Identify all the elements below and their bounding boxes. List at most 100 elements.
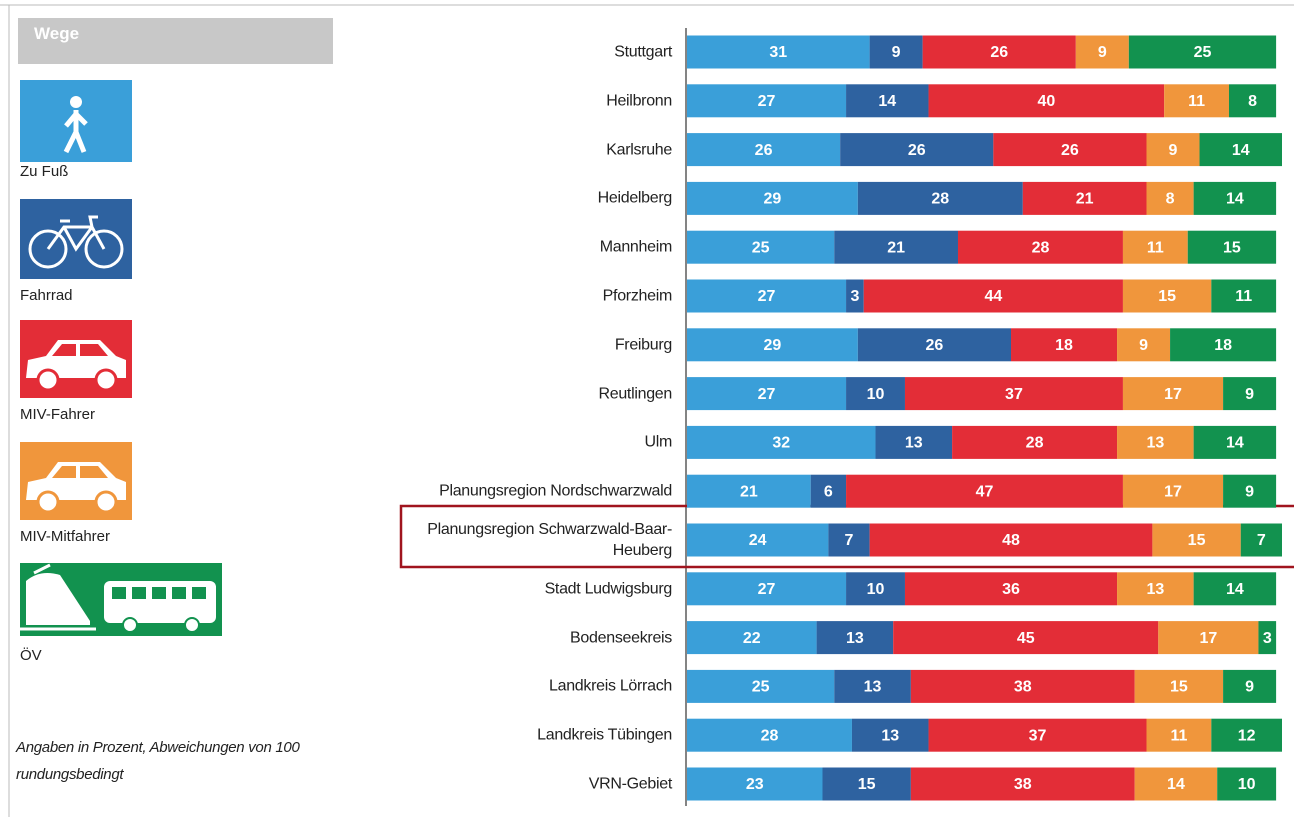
value-label: 28: [761, 727, 779, 744]
value-label: 26: [755, 142, 773, 159]
bar-segment: [1211, 718, 1282, 752]
value-label: 11: [1235, 288, 1252, 305]
value-label: 37: [1005, 386, 1023, 403]
category-label: Heidelberg: [597, 189, 673, 207]
bar-segment: [846, 279, 864, 313]
glyph: [26, 573, 90, 625]
bar-segment: [687, 767, 823, 801]
value-label: 7: [1257, 532, 1266, 549]
legend-label: MIV-Fahrer: [20, 406, 96, 423]
category-label: Heilbronn: [606, 92, 672, 110]
legend-header: Wege: [18, 18, 333, 64]
value-label: 17: [1164, 483, 1182, 500]
value-label: 37: [1029, 727, 1047, 744]
bar-segment: [928, 718, 1147, 752]
bar-segment: [904, 572, 1118, 606]
bar-segment: [1122, 230, 1188, 264]
bar-segment: [816, 621, 894, 655]
bar-segment: [810, 474, 847, 508]
bar-segment: [1223, 377, 1277, 411]
bar-segment: [840, 133, 994, 167]
category-label: Landkreis Lörrach: [549, 677, 672, 695]
bar-segment: [687, 279, 847, 313]
bar-segment: [828, 523, 870, 557]
value-label: 15: [1170, 679, 1188, 696]
value-label: 12: [1238, 727, 1256, 744]
bar-segment: [857, 181, 1023, 215]
bar-segment: [1117, 425, 1194, 459]
value-label: 10: [867, 581, 885, 598]
glyph: [192, 587, 206, 599]
value-label: 27: [758, 288, 776, 305]
bar-segment: [910, 767, 1135, 801]
bar-segment: [834, 669, 911, 703]
category-label: Mannheim: [599, 238, 673, 256]
bar-segment: [1117, 328, 1171, 362]
value-label: 48: [1002, 532, 1020, 549]
value-label: 17: [1199, 630, 1217, 647]
bar-segment: [1193, 181, 1277, 215]
value-label: 24: [749, 532, 767, 549]
bar-segment: [1223, 474, 1277, 508]
bar-segment: [1146, 181, 1194, 215]
value-label: 14: [878, 93, 896, 110]
value-label: 45: [1017, 630, 1035, 647]
value-label: 13: [864, 679, 882, 696]
category-label: Karlsruhe: [606, 141, 672, 159]
category-label: Reutlingen: [598, 385, 672, 403]
legend-icon: [20, 320, 132, 398]
bar-segment: [687, 523, 829, 557]
value-label: 9: [1245, 483, 1254, 500]
value-label: 28: [1032, 239, 1050, 256]
category-label: Ulm: [644, 433, 672, 451]
value-label: 10: [867, 386, 885, 403]
bar-segment: [1146, 718, 1212, 752]
bar-segment: [928, 84, 1165, 118]
bar-segment: [863, 279, 1123, 313]
value-label: 9: [1098, 44, 1107, 61]
value-label: 18: [1214, 337, 1232, 354]
value-label: 15: [858, 776, 876, 793]
bar-segment: [687, 425, 876, 459]
value-label: 18: [1055, 337, 1073, 354]
value-label: 13: [1146, 435, 1164, 452]
value-label: 28: [1026, 435, 1044, 452]
value-label: 14: [1232, 142, 1250, 159]
value-label: 9: [1245, 679, 1254, 696]
value-label: 8: [1166, 191, 1175, 208]
bar-segment: [846, 84, 929, 118]
value-label: 23: [746, 776, 764, 793]
value-label: 15: [1223, 239, 1241, 256]
bar-segment: [869, 35, 923, 69]
bar-segment: [993, 133, 1147, 167]
bar-segment: [1211, 279, 1277, 313]
bar-segment: [687, 35, 870, 69]
legend-label: Fahrrad: [20, 287, 73, 304]
bar-segment: [822, 767, 911, 801]
bar-segment: [687, 181, 858, 215]
glyph: [70, 96, 82, 108]
category-label: Bodenseekreis: [570, 629, 672, 647]
glyph: [184, 617, 200, 633]
bar-segment: [1122, 377, 1224, 411]
bar-segment: [851, 718, 929, 752]
value-label: 38: [1014, 679, 1032, 696]
legend-icon: [20, 563, 222, 636]
value-label: 27: [758, 386, 776, 403]
value-label: 29: [764, 337, 782, 354]
value-label: 14: [1167, 776, 1185, 793]
bar-segment: [1011, 328, 1118, 362]
value-label: 6: [824, 483, 833, 500]
value-label: 13: [881, 727, 899, 744]
bar-segment: [1193, 572, 1277, 606]
value-label: 22: [743, 630, 761, 647]
legend-swatch: [20, 199, 132, 279]
glyph: [52, 344, 108, 356]
value-label: 28: [931, 191, 949, 208]
category-label: Planungsregion Schwarzwald-Baar-Heuberg: [427, 521, 672, 559]
bar-segment: [1152, 523, 1241, 557]
bar-segment: [1022, 181, 1147, 215]
legend-label: MIV-Mitfahrer: [20, 528, 111, 545]
bar-segment: [922, 35, 1076, 69]
